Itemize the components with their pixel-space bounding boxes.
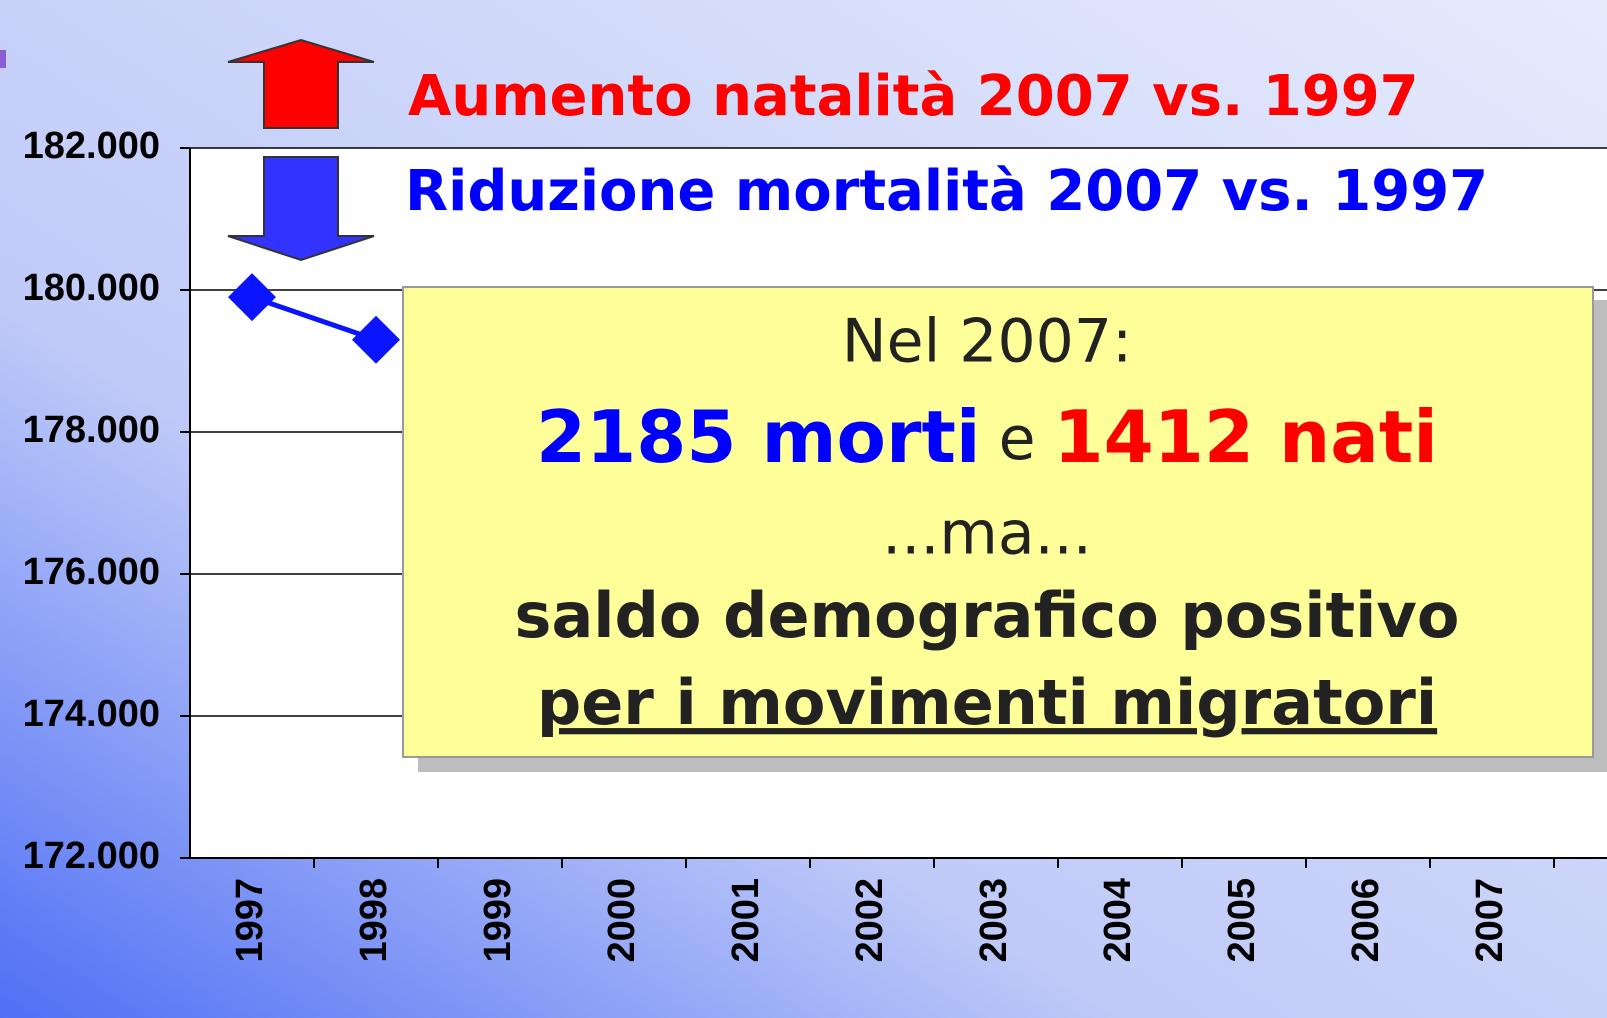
callout-line: per i movimenti migratori [537, 666, 1437, 739]
up-arrow [227, 38, 375, 129]
x-tick-label: 2001 [725, 878, 767, 963]
decoration [0, 50, 6, 68]
annotation: Riduzione mortalità 2007 vs. 1997 [405, 159, 1488, 224]
callout-line: saldo demografico positivo [515, 579, 1460, 652]
y-tick-label: 174.000 [23, 693, 160, 735]
x-tick-label: 2000 [601, 878, 643, 963]
y-tick-label: 178.000 [23, 409, 160, 451]
y-tick-label: 176.000 [23, 551, 160, 593]
annotation: Aumento natalità 2007 vs. 1997 [408, 64, 1419, 129]
callout-figures: 2185 morti e 1412 nati [536, 395, 1438, 479]
x-tick-label: 2005 [1221, 878, 1263, 963]
callout-box [402, 286, 1594, 758]
deaths: 2185 morti [536, 395, 981, 479]
callout-heading: Nel 2007: [842, 307, 1132, 377]
x-tick-label: 2003 [973, 878, 1015, 963]
x-tick-label: 1998 [353, 878, 395, 963]
x-tick-label: 2004 [1097, 878, 1139, 963]
x-tick-label: 1997 [229, 878, 271, 963]
series-line [251, 294, 377, 343]
y-tick-label: 182.000 [23, 125, 160, 167]
x-tick-label: 2006 [1345, 878, 1387, 963]
x-tick-label: 2007 [1469, 878, 1511, 963]
x-tick-label: 2002 [849, 878, 891, 963]
point [352, 315, 400, 364]
joiner: e [999, 404, 1036, 474]
y-tick-label: 172.000 [23, 835, 160, 877]
y-tick-label: 180.000 [23, 267, 160, 309]
x-tick-label: 1999 [477, 878, 519, 963]
callout-middle: ...ma... [882, 499, 1092, 569]
down-arrow [227, 156, 375, 262]
point [228, 273, 276, 322]
births: 1412 nati [1054, 395, 1438, 479]
